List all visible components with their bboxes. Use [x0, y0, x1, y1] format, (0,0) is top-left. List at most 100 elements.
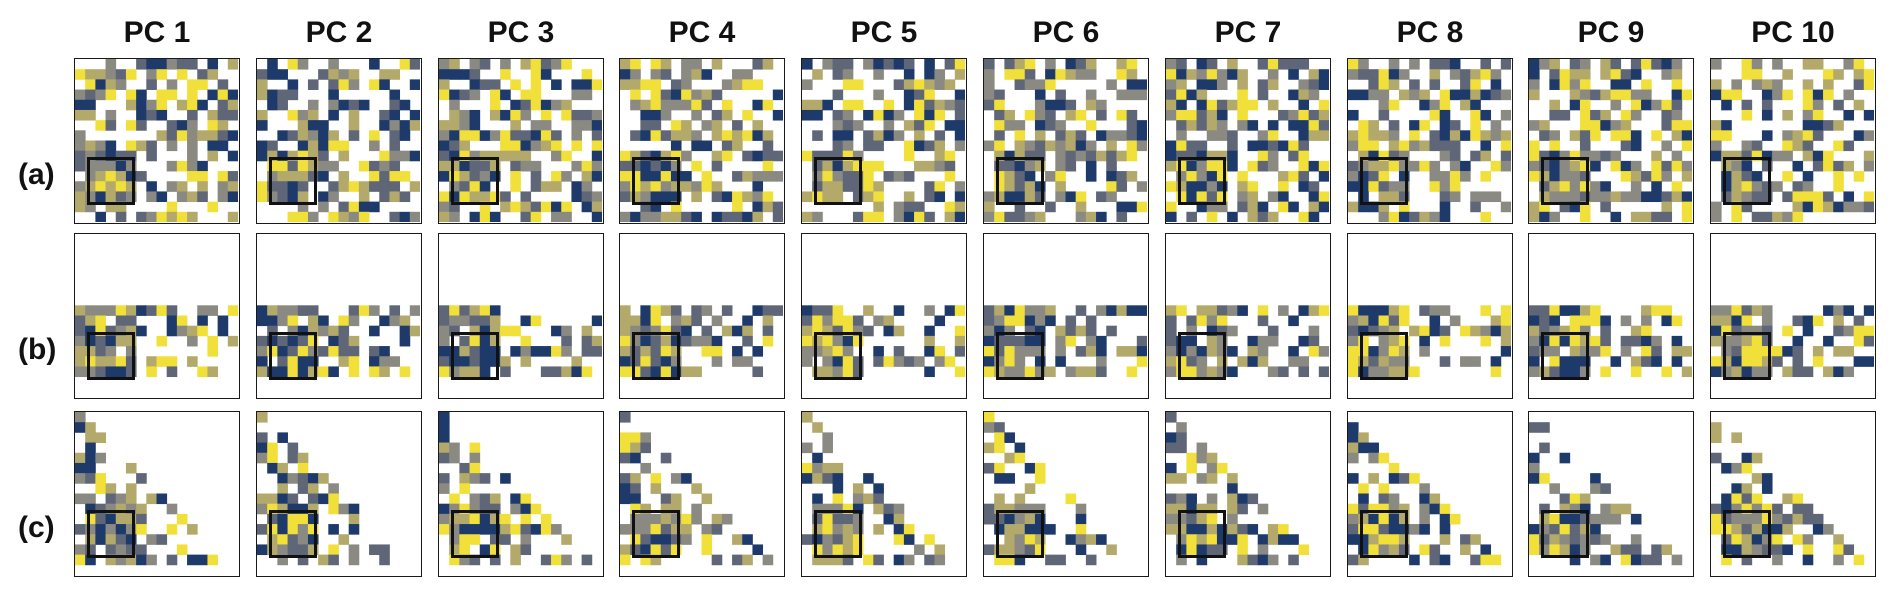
pixel-cell — [166, 315, 178, 327]
pixel-cell — [1630, 534, 1642, 545]
pixel-cell — [812, 160, 823, 172]
pixel-cell — [1579, 89, 1591, 101]
pixel-cell — [1539, 534, 1550, 545]
pixel-cell — [691, 503, 702, 515]
pixel-cell — [1409, 325, 1420, 337]
pixel-cell — [409, 181, 420, 192]
pixel-cell — [1368, 201, 1379, 213]
pixel-cell — [1106, 130, 1117, 141]
pixel-cell — [863, 130, 874, 141]
pixel-cell — [1600, 346, 1611, 357]
pixel-cell — [812, 335, 823, 347]
pixel-cell — [1186, 181, 1197, 192]
pixel-cell — [873, 554, 884, 566]
pixel-cell — [650, 544, 662, 556]
pixel-cell — [873, 201, 884, 213]
pixel-cell — [328, 493, 339, 505]
pixel-cell — [701, 181, 713, 192]
pixel-cell — [924, 79, 935, 90]
pixel-cell — [1731, 356, 1742, 367]
pixel-cell — [115, 503, 127, 515]
pixel-cell — [984, 346, 995, 357]
pixel-cell — [1802, 503, 1814, 515]
pixel-cell — [277, 544, 288, 556]
pixel-cell — [146, 191, 157, 203]
pixel-cell — [812, 315, 823, 327]
pixel-cell — [1549, 130, 1560, 141]
pixel-cell — [1348, 171, 1359, 182]
pixel-cell — [1480, 150, 1492, 162]
pixel-cell — [1227, 130, 1238, 141]
pixel-cell — [489, 211, 501, 222]
pixel-cell — [75, 69, 86, 80]
pixel-cell — [1257, 150, 1269, 162]
pixel-cell — [1863, 150, 1874, 162]
pixel-cell — [1065, 109, 1077, 121]
pixel-cell — [136, 211, 147, 222]
pixel-cell — [551, 59, 562, 70]
roi-box — [451, 510, 499, 558]
panel-dense-pc-7 — [1165, 58, 1331, 224]
pixel-cell — [307, 150, 319, 162]
pixel-cell — [1539, 442, 1550, 454]
pixel-cell — [1075, 59, 1087, 70]
pixel-cell — [1741, 99, 1753, 111]
pixel-cell — [1348, 140, 1359, 152]
pixel-cell — [459, 305, 470, 316]
pixel-cell — [1429, 130, 1441, 141]
pixel-cell — [1348, 554, 1359, 566]
pixel-cell — [1630, 325, 1642, 337]
pixel-cell — [1529, 59, 1540, 70]
pixel-cell — [1368, 452, 1379, 464]
pixel-cell — [500, 150, 511, 162]
pixel-cell — [1641, 211, 1652, 222]
pixel-cell — [1579, 493, 1591, 505]
pixel-cell — [125, 493, 137, 505]
pixel-cell — [1196, 89, 1208, 101]
pixel-cell — [681, 181, 692, 192]
pixel-cell — [812, 503, 823, 515]
pixel-cell — [984, 513, 995, 525]
pixel-cell — [1216, 69, 1228, 80]
pixel-cell — [287, 493, 299, 505]
pixel-cell — [1711, 335, 1722, 347]
pixel-cell — [863, 211, 874, 222]
pixel-cell — [1460, 160, 1471, 172]
pixel-cell — [1398, 534, 1410, 545]
pixel-cell — [732, 120, 743, 131]
pixel-cell — [640, 191, 651, 203]
pixel-cell — [852, 325, 864, 337]
pixel-cell — [1449, 89, 1461, 101]
pixel-cell — [640, 503, 651, 515]
pixel-cell — [1085, 89, 1097, 101]
pixel-cell — [479, 201, 491, 213]
pixel-cell — [1409, 120, 1420, 131]
pixel-cell — [500, 130, 511, 141]
pixel-cell — [1559, 513, 1571, 525]
pixel-cell — [1711, 305, 1722, 316]
pixel-cell — [1216, 99, 1228, 111]
pixel-cell — [1247, 524, 1259, 535]
pixel-cell — [640, 201, 651, 213]
pixel-cell — [1034, 462, 1046, 474]
pixel-cell — [115, 524, 127, 535]
pixel-cell — [863, 160, 874, 172]
pixel-cell — [1671, 109, 1683, 121]
pixel-cell — [1439, 181, 1451, 192]
pixel-cell — [1388, 346, 1400, 357]
pixel-cell — [670, 534, 682, 545]
pixel-cell — [1267, 534, 1279, 545]
pixel-cell — [1470, 120, 1481, 131]
pixel-cell — [1731, 462, 1742, 474]
pixel-cell — [1126, 366, 1138, 378]
pixel-cell — [489, 503, 501, 515]
pixel-cell — [1539, 346, 1550, 357]
pixel-cell — [1247, 356, 1259, 367]
pixel-cell — [1298, 99, 1310, 111]
pixel-cell — [1368, 69, 1379, 80]
pixel-cell — [439, 503, 450, 515]
pixel-cell — [1419, 160, 1430, 172]
pixel-cell — [187, 524, 198, 535]
pixel-cell — [1529, 325, 1540, 337]
pixel-cell — [670, 201, 682, 213]
